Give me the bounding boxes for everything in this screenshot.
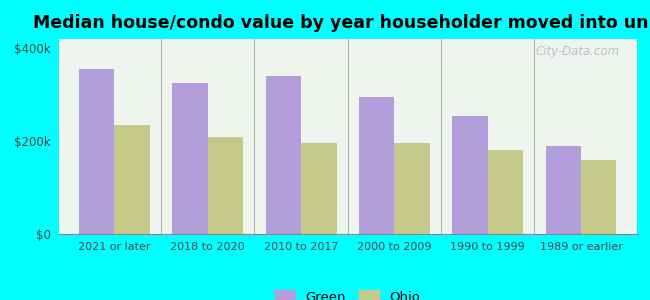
Bar bbox=[114, 125, 150, 234]
Bar bbox=[301, 143, 337, 234]
Title: Median house/condo value by year householder moved into unit: Median house/condo value by year househo… bbox=[33, 14, 650, 32]
Bar bbox=[395, 143, 430, 234]
Bar bbox=[172, 83, 208, 234]
Bar bbox=[266, 76, 301, 234]
Bar bbox=[79, 69, 114, 234]
Bar bbox=[208, 136, 243, 234]
Text: City-Data.com: City-Data.com bbox=[536, 45, 619, 58]
Bar bbox=[545, 146, 581, 234]
Bar bbox=[452, 116, 488, 234]
Legend: Green, Ohio: Green, Ohio bbox=[270, 285, 426, 300]
Bar bbox=[359, 97, 395, 234]
Bar bbox=[488, 150, 523, 234]
Bar bbox=[581, 160, 616, 234]
